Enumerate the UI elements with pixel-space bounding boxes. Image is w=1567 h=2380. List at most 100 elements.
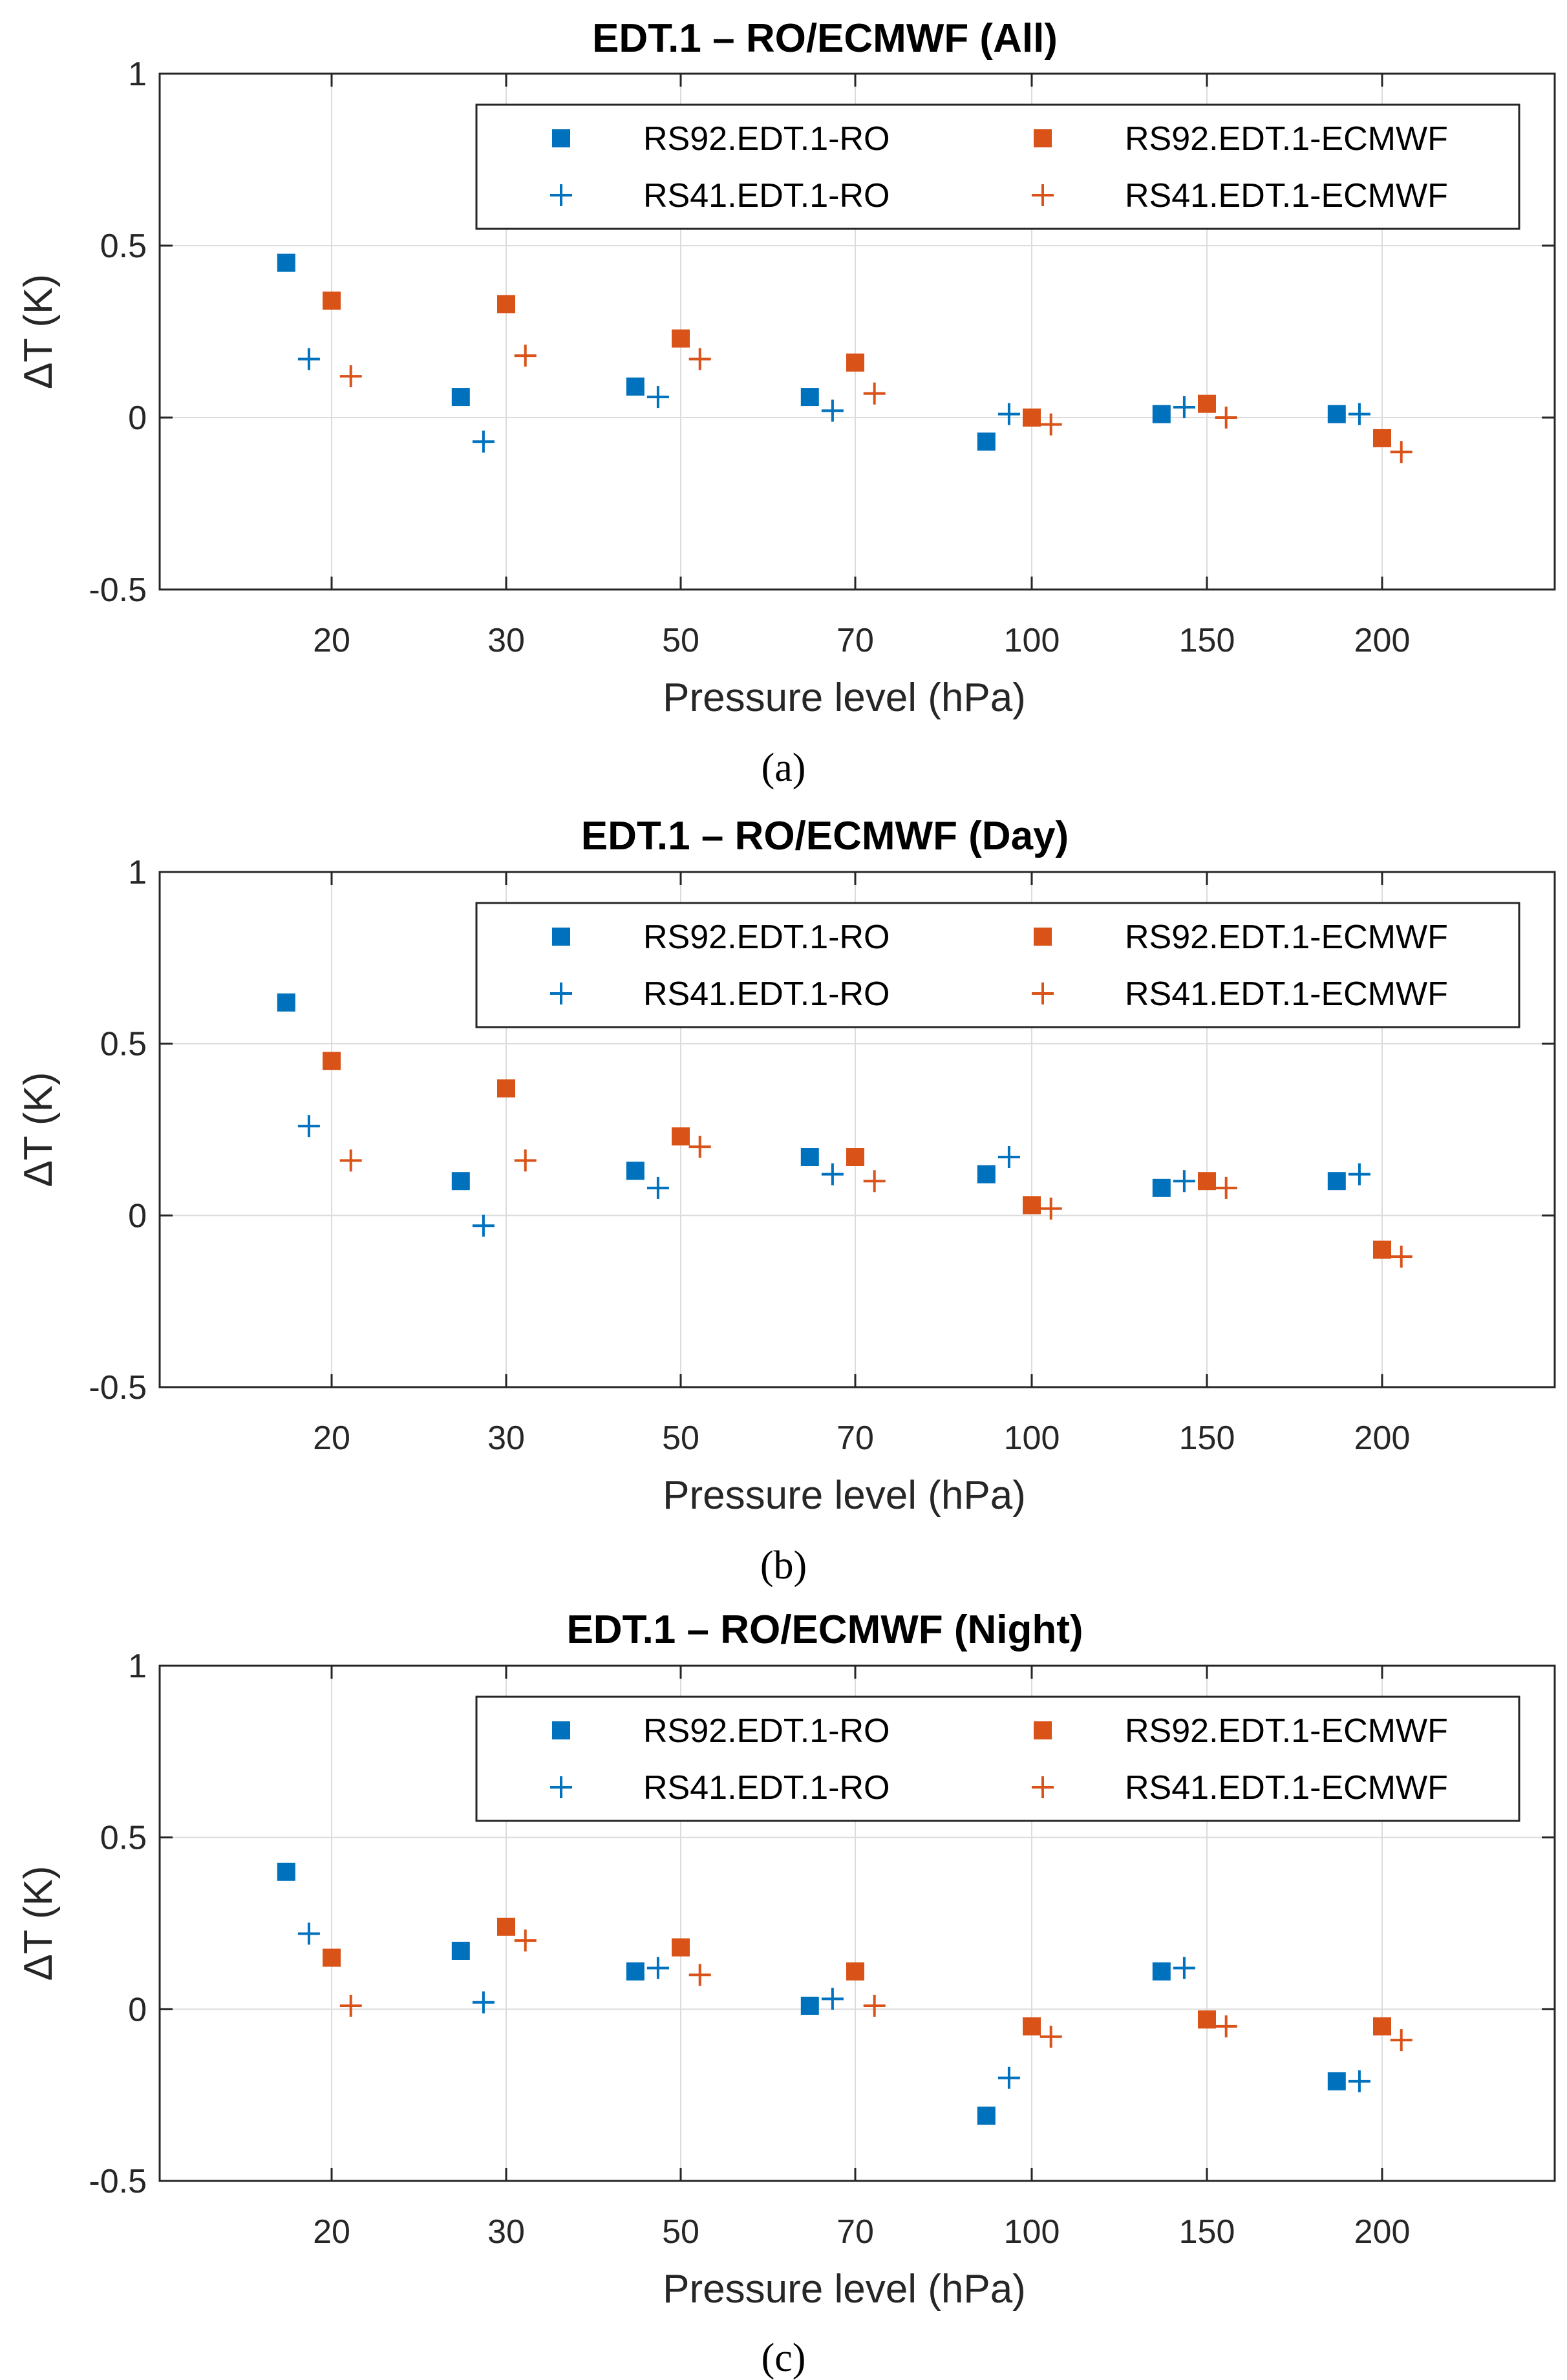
legend-marker-square [552,1721,570,1739]
legend: RS92.EDT.1-RO RS41.EDT.1-RO RS92.EDT.1-ECM… [475,1695,1520,1822]
data-point-plus [1390,2029,1412,2052]
data-point-square [672,1127,690,1146]
data-point-plus [997,403,1020,425]
legend-box [475,103,1520,230]
data-point-plus [688,1964,711,1986]
data-point-plus [1215,1176,1237,1199]
legend-marker-plus [1032,983,1054,1004]
data-point-plus [1173,1957,1195,1979]
legend-marker-square [1034,129,1052,147]
data-point-plus [1215,2015,1237,2037]
data-point-plus [863,1995,886,2017]
y-tick-label: -0.5 [89,2163,147,2200]
data-point-plus [514,1149,537,1172]
x-axis-title: Pressure level (hPa) [663,2267,1026,2311]
chart-panel-3: -0.5 0 0.5 1 20 30 50 70 100 150 200 EDT.1 – RO/ECM… [16,1608,1556,2380]
data-point-plus [997,1146,1020,1169]
y-tick-label: 0 [128,1197,147,1235]
data-point-plus [1039,2025,1062,2048]
x-tick-label: 200 [1354,2213,1411,2251]
legend-marker-plus [1032,184,1054,206]
data-point-plus [472,430,495,453]
x-tick-label: 20 [313,622,350,659]
data-point-plus [1348,403,1370,425]
chart-panel-2: -0.5 0 0.5 1 20 30 50 70 100 150 200 EDT.1 – RO/ECM… [16,814,1556,1588]
data-point-square [277,253,295,272]
data-point-square [800,1148,819,1167]
panel-label: (b) [760,1544,807,1588]
data-point-plus [821,1163,844,1185]
x-tick-label: 200 [1354,622,1411,659]
x-tick-label: 150 [1179,1419,1235,1457]
x-tick-label: 30 [487,2213,525,2251]
legend-marker-square [1034,1721,1052,1739]
data-point-plus [646,1957,669,1979]
data-point-plus [997,2067,1020,2089]
y-axis-title: ΔT (K) [16,274,61,389]
x-tick-label: 200 [1354,1419,1411,1457]
legend-marker-plus [1032,1776,1054,1798]
chart-title: EDT.1 – RO/ECMWF (Night) [566,1608,1083,1652]
data-point-plus [472,1215,495,1237]
x-tick-label: 100 [1004,1419,1060,1457]
series-RS41.EDT.1-ECMWF [339,1136,1412,1268]
plot-area [158,72,1556,591]
y-tick-label: -0.5 [89,1369,147,1407]
series-RS41.EDT.1-ECMWF [339,345,1412,463]
legend-marker-square [552,928,570,946]
data-point-square [1198,1172,1216,1191]
x-tick-label: 70 [837,2213,874,2251]
data-point-plus [472,1991,495,2013]
y-axis-title: ΔT (K) [16,1865,61,1981]
data-point-square [846,1148,864,1167]
y-tick-label: 0.5 [100,1820,147,1857]
data-point-square [846,1962,864,1981]
data-point-plus [514,345,537,367]
data-point-square [672,1938,690,1957]
data-point-plus [1173,396,1195,419]
x-tick-label: 100 [1004,2213,1060,2251]
data-point-plus [297,348,320,370]
data-point-square [277,993,295,1012]
data-point-plus [688,1136,711,1158]
data-point-square [846,353,864,372]
legend-label: RS41.EDT.1-RO [643,177,890,215]
data-point-square [323,1052,341,1070]
legend: RS92.EDT.1-RO RS41.EDT.1-RO RS92.EDT.1-ECM… [475,902,1520,1028]
legend-marker-square [1034,928,1052,946]
x-tick-label: 150 [1179,622,1235,659]
plot-area [158,871,1556,1388]
x-tick-label: 50 [662,622,699,659]
data-point-square [1373,429,1391,447]
data-point-square [977,1165,996,1184]
data-point-square [672,329,690,348]
panel-label: (a) [762,746,806,790]
x-tick-label: 30 [487,622,525,659]
legend-label: RS92.EDT.1-RO [643,1712,890,1750]
data-point-square [1327,405,1346,423]
data-point-plus [1039,1197,1062,1220]
data-point-square [1023,409,1041,427]
x-axis-title: Pressure level (hPa) [663,675,1026,720]
data-point-plus [339,1149,362,1172]
legend-label: RS41.EDT.1-RO [643,975,890,1013]
data-point-plus [863,382,886,405]
y-tick-label: 0 [128,399,147,437]
legend-box [475,902,1520,1028]
x-tick-label: 20 [313,1419,350,1457]
y-tick-label: 0.5 [100,228,147,265]
data-point-square [497,1917,515,1936]
series-RS92.EDT.1-ECMWF [323,1917,1391,2035]
data-point-plus [1173,1170,1195,1193]
legend-marker-square [552,129,570,147]
data-point-square [1023,1196,1041,1215]
data-point-plus [1348,1163,1370,1185]
data-point-plus [1039,413,1062,436]
legend-label: RS92.EDT.1-ECMWF [1125,1712,1448,1750]
legend-label: RS92.EDT.1-ECMWF [1125,919,1448,956]
series-RS92.EDT.1-RO [277,1862,1346,2125]
series-RS92.EDT.1-ECMWF [323,292,1391,447]
data-point-plus [821,1988,844,2010]
data-point-plus [821,399,844,422]
